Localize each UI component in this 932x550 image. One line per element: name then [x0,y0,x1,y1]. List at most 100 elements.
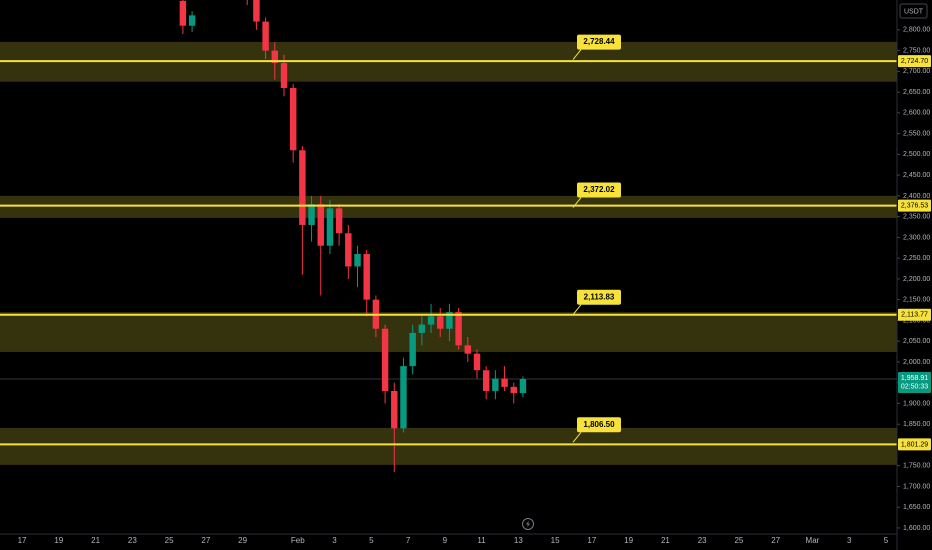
x-tick-label: 21 [91,536,100,545]
candle-body [188,15,196,26]
candle-body [473,353,481,371]
candle-body [437,316,444,329]
x-tick-label: 17 [587,536,596,545]
last-price-label: 1,958.91 [901,375,928,382]
y-tick-label: 2,400.00 [903,193,930,200]
candle-body [179,0,187,26]
candle-body [418,324,426,333]
zone [0,195,897,218]
x-tick-label: 25 [734,536,743,545]
y-tick-label: 2,000.00 [903,359,930,366]
candle-body [501,378,508,387]
level-tag-label: 1,801.29 [901,441,928,448]
candle-body [299,150,306,225]
level-tag [898,199,931,212]
x-tick-label: 23 [128,536,137,545]
callout-box [577,182,621,198]
x-tick-label: Mar [806,536,820,545]
callout-box [577,289,621,305]
y-tick-label: 1,900.00 [903,400,930,407]
x-tick-label: 25 [165,536,174,545]
level-tag-label: 2,113.77 [901,312,928,319]
x-tick-label: 29 [238,536,247,545]
callout-pointer [572,49,582,60]
x-tick-label: 17 [18,536,27,545]
x-tick-label: 5 [369,536,374,545]
callout-label: 2,372.02 [583,185,615,194]
candle-body [280,63,288,88]
x-tick-label: 11 [477,536,486,545]
callout-pointer [572,304,582,316]
candle-body [262,21,269,51]
callout-pointer [572,197,582,208]
candle-body [363,254,370,300]
y-tick-label: 2,350.00 [903,214,930,221]
y-tick-label: 2,500.00 [903,151,930,158]
y-tick-label: 1,700.00 [903,483,930,490]
x-tick-label: 19 [54,536,63,545]
x-tick-label: 5 [884,536,889,545]
callout-label: 2,113.83 [584,292,615,301]
y-tick-label: 2,600.00 [903,110,930,117]
candle-body [482,370,490,391]
candle-body [289,87,297,151]
candle-body [409,332,416,367]
candle-body [354,254,361,267]
price-axis: USDT 1,600.00 1,650.00 1,700.00 1,750.00 1,8… [897,3,930,532]
x-tick-label: 15 [551,536,560,545]
plot-area [0,0,897,472]
x-tick-label: 19 [624,536,633,545]
x-tick-label: 23 [698,536,707,545]
y-tick-label: 2,550.00 [903,130,930,137]
candle-body [492,378,499,391]
x-tick-label: 3 [847,536,852,545]
x-tick-label: 9 [443,536,448,545]
candle-body [519,378,527,394]
candle-body [391,390,398,429]
y-tick-label: 1,600.00 [903,525,930,532]
candle-body [253,0,260,22]
y-tick-label: 2,800.00 [903,27,930,34]
currency: USDT [904,8,924,15]
replay-icon[interactable] [522,518,534,530]
candle-body [271,50,279,64]
callout-pointer [572,431,582,443]
x-tick-label: Feb [291,536,305,545]
y-tick-label: 2,700.00 [903,68,930,75]
y-tick-label: 2,250.00 [903,255,930,262]
x-tick-label: 13 [514,536,523,545]
candle-body [326,208,334,246]
y-tick-label: 2,200.00 [903,276,930,283]
candle-body [455,312,462,346]
level-tag-label: 2,724.70 [901,58,928,65]
candle-body [446,312,453,329]
y-tick-label: 1,750.00 [903,463,930,470]
callout-label: 2,728.44 [583,37,615,46]
y-tick-label: 2,050.00 [903,338,930,345]
zone [0,427,897,465]
x-tick-label: 27 [201,536,210,545]
y-tick-label: 2,100.00 [903,317,930,324]
icon-circle [522,518,534,530]
last-price-tag [898,371,931,393]
callout-box [577,417,621,433]
candle-body [427,316,435,325]
candle-body [510,386,517,394]
callout-label: 1,806.50 [583,420,615,429]
level-tag [898,308,931,321]
candle-body [381,328,389,391]
candle-body [345,233,352,267]
candle-body [308,204,315,225]
x-tick-label: 3 [332,536,337,545]
callout-box [577,34,621,50]
level-tag [898,438,931,451]
y-tick-label: 1,650.00 [903,504,930,511]
candle-body [317,204,324,246]
y-tick-label: 2,650.00 [903,89,930,96]
x-tick-label: 21 [661,536,670,545]
x-tick-label: 7 [406,536,411,545]
currency-box [899,3,928,19]
y-tick-label: 2,300.00 [903,234,930,241]
